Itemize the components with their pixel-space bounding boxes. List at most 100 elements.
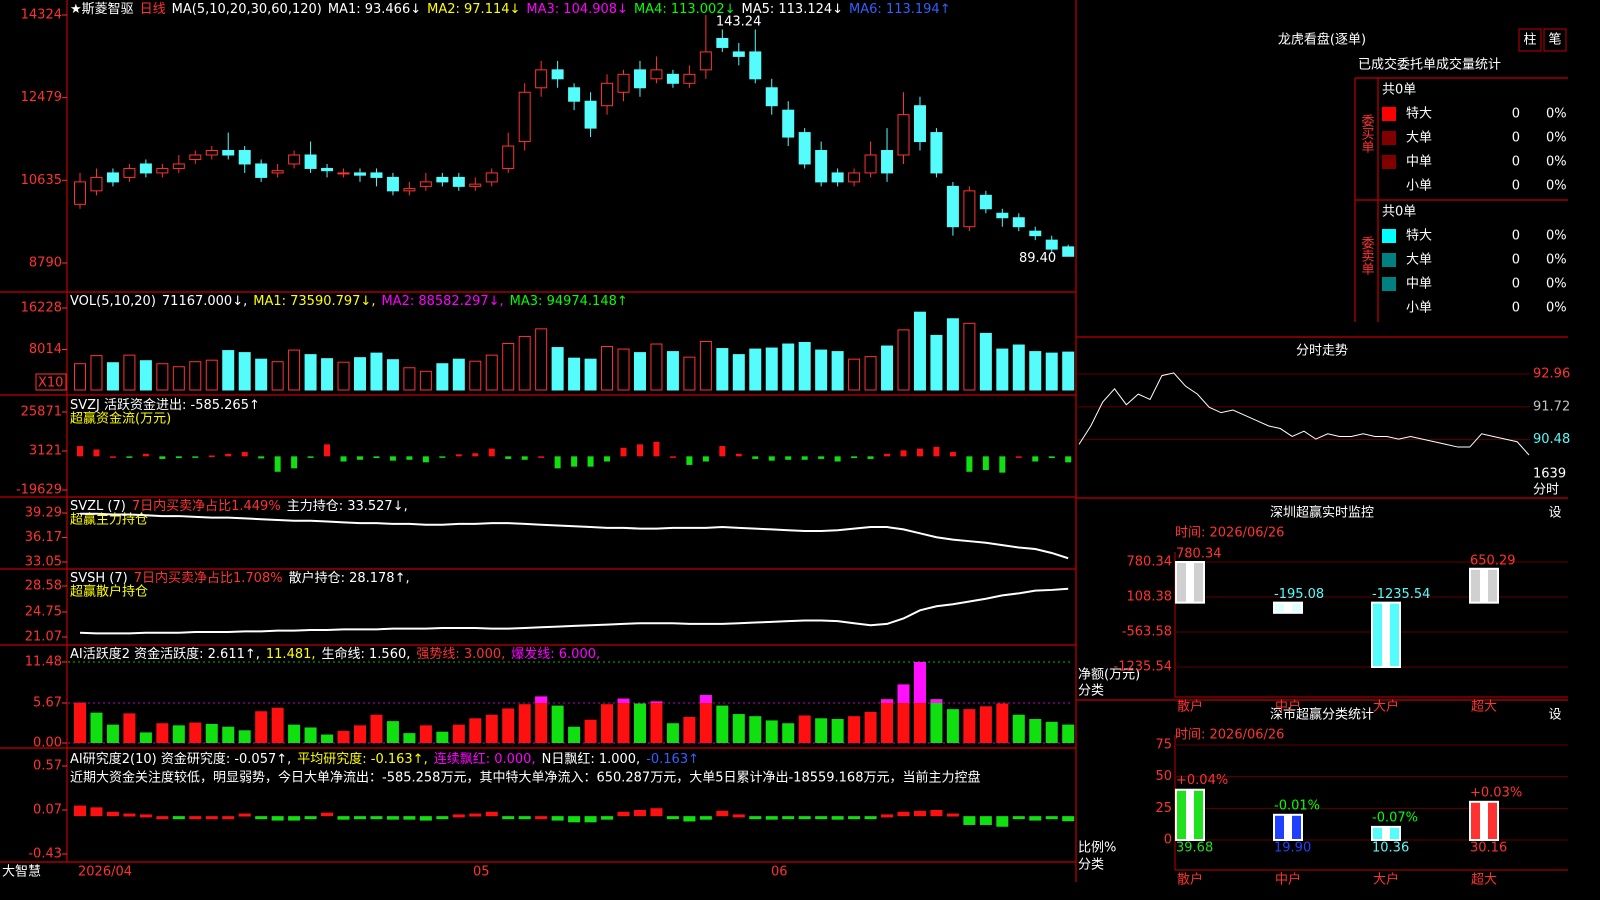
candle-body (255, 163, 268, 178)
volume-bar (782, 343, 795, 391)
classification-xlabel: 分类 (1078, 858, 1104, 873)
y-tick-label: 108.38 (1127, 590, 1173, 605)
panel-legend: SVZJ 活跃资金进出: -585.265↑ (70, 397, 260, 413)
candle-body (617, 73, 630, 93)
flow-bar (1015, 456, 1022, 458)
research-bar (469, 813, 482, 817)
toggle-button[interactable]: 笔 (1548, 32, 1561, 48)
volume-bar (881, 345, 894, 391)
activity-bar (403, 733, 416, 743)
volume-bar (238, 352, 251, 391)
volume-bar (139, 360, 152, 391)
research-bar (485, 811, 498, 817)
volume-bar (551, 347, 564, 391)
candle-body (699, 51, 712, 71)
candle-body (386, 176, 399, 192)
panel-legend: VOL(5,10,20) 71167.000↓, MA1: 73590.797↓, M… (70, 294, 628, 309)
research-bar (205, 816, 218, 820)
volume-bar (765, 347, 778, 391)
volume-bar (74, 363, 86, 391)
candle-body (716, 37, 729, 48)
button-frame[interactable] (1518, 28, 1542, 52)
candle-body (897, 114, 910, 156)
unit-label: X10 (38, 376, 63, 391)
y-tick-label: 8790 (29, 256, 62, 271)
candle-body (222, 150, 235, 156)
volume-bar (337, 361, 350, 391)
value-label: 19.90 (1274, 841, 1311, 856)
flow-bar (439, 456, 446, 458)
row-label: 中单 (1406, 277, 1432, 292)
activity-bar (156, 723, 169, 743)
button-frame[interactable] (1543, 28, 1567, 52)
burst-top (699, 695, 712, 703)
settings-button[interactable]: 设 (1548, 506, 1561, 521)
flow-bar (702, 456, 709, 462)
candle-body (666, 73, 679, 84)
volume-bar (156, 363, 169, 391)
flow-bar (373, 456, 380, 459)
research-bar (271, 816, 284, 821)
volume-bar (617, 348, 630, 391)
research-bar (617, 811, 630, 817)
change-label: -0.01% (1274, 798, 1320, 813)
volume-bar (222, 350, 235, 391)
activity-bar (782, 723, 795, 743)
flow-bar (818, 456, 825, 459)
candle-body (403, 188, 416, 192)
bar-highlight (1186, 562, 1194, 603)
candle-body (798, 132, 811, 165)
research-bar (765, 816, 778, 820)
holding-line (80, 512, 1069, 560)
volume-bar (584, 358, 597, 391)
research-bar (139, 814, 152, 818)
research-bar (172, 816, 185, 820)
panel-comment: 近期大资金关注度较低，明显弱势，今日大单净流出：-585.258万元，其中特大单… (70, 770, 980, 786)
flow-bar (472, 453, 479, 457)
volume-bar (403, 367, 416, 391)
activity-bar (436, 731, 449, 743)
candle-body (288, 154, 301, 165)
bar-highlight (1186, 789, 1194, 840)
flow-bar (867, 456, 874, 459)
research-bar (996, 816, 1009, 827)
y-tick-label: 36.17 (25, 530, 62, 545)
flow-bar (719, 446, 726, 457)
row-percent: 0% (1546, 179, 1567, 194)
row-percent: 0% (1546, 301, 1567, 316)
date-label: 05 (473, 865, 490, 880)
research-bar (419, 816, 432, 821)
activity-bar (452, 724, 465, 743)
research-bar (502, 816, 515, 820)
classification-title: 深市超赢分类统计 (1270, 707, 1374, 723)
legend-item: MA4: 113.002↓ (634, 2, 736, 17)
settings-button[interactable]: 设 (1548, 708, 1561, 723)
row-label: 特大 (1406, 107, 1432, 122)
panel-subtitle: 超赢散户持仓 (70, 584, 148, 600)
activity-bar (1045, 721, 1058, 743)
research-bar (518, 816, 531, 820)
flow-bar (620, 447, 627, 457)
y-tick-label: -1235.54 (1114, 660, 1172, 675)
legend-item: MA1: 93.466↓ (328, 2, 421, 17)
flow-bar (109, 456, 116, 458)
legend-item: SVSH (7) (70, 571, 128, 586)
y-tick-label: 14324 (21, 8, 62, 23)
y-tick-label: 90.48 (1533, 432, 1570, 447)
volume-bar (502, 343, 515, 391)
research-bar (930, 810, 943, 817)
flow-bar (126, 456, 133, 458)
flow-bar (505, 456, 512, 459)
research-bar (815, 816, 828, 820)
candle-body (1029, 230, 1042, 237)
flow-bar (1048, 456, 1055, 459)
activity-bar (535, 696, 548, 743)
candle-body (419, 181, 432, 187)
research-bar (535, 816, 548, 820)
color-swatch (1382, 131, 1396, 145)
legend-item: MA1: 73590.797↓, (253, 294, 375, 309)
flow-bar (307, 456, 314, 458)
activity-bar (617, 698, 630, 743)
toggle-button[interactable]: 柱 (1523, 33, 1536, 48)
flow-bar (340, 456, 347, 462)
